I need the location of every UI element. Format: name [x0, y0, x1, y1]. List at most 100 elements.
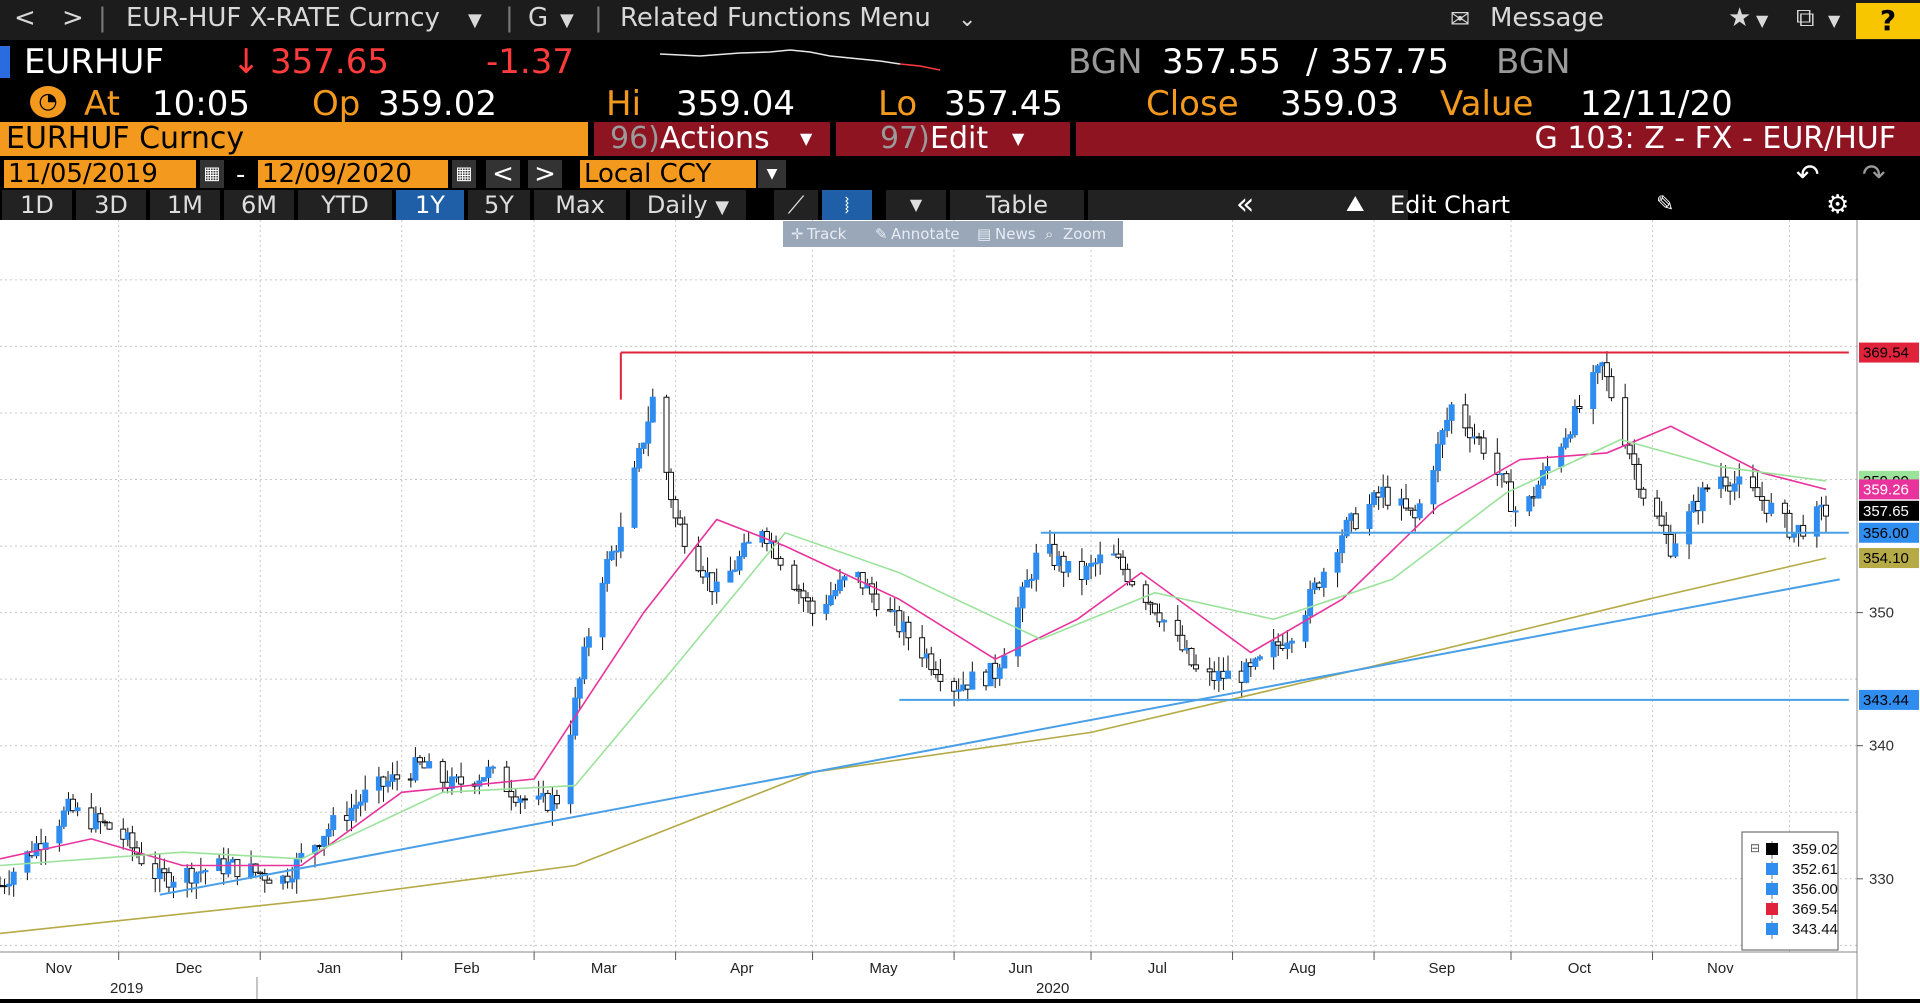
candle-body: [156, 868, 163, 880]
candle-body: [311, 845, 318, 854]
ticker: EURHUF: [24, 42, 165, 82]
collapse-button[interactable]: «: [1236, 187, 1255, 222]
price-tag-box: [1859, 479, 1919, 500]
candle-body: [1275, 641, 1282, 646]
candle-body: [1161, 619, 1168, 623]
candle-body: [951, 680, 958, 692]
candle-body: [257, 871, 264, 875]
table-button[interactable]: Table: [950, 190, 1084, 220]
tab-max[interactable]: Max: [534, 190, 626, 220]
candle-body: [1028, 578, 1035, 581]
edit-menu-button[interactable]: 97) Edit ▼: [836, 122, 1070, 156]
value-date: 12/11/20: [1580, 84, 1733, 124]
pencil-icon[interactable]: ✎: [875, 225, 888, 243]
envelope-icon[interactable]: ✉: [1450, 5, 1471, 33]
candle-body: [490, 766, 497, 769]
crosshair-icon[interactable]: ✛: [791, 225, 804, 243]
candle-body: [1736, 476, 1743, 485]
tab-6m[interactable]: 6M: [224, 190, 294, 220]
candle-body: [1097, 554, 1104, 564]
message-button[interactable]: Message: [1490, 3, 1604, 33]
candle-body: [1088, 563, 1095, 567]
track-button[interactable]: Track: [807, 225, 847, 243]
help-button[interactable]: ?: [1856, 3, 1920, 39]
undo-icon[interactable]: ↶: [1796, 158, 1820, 191]
chart-canvas[interactable]: 330 340 350 Nov Dec Jan Feb Mar Apr May Jun Jul Aug S…: [0, 220, 1920, 999]
chevron-down-icon[interactable]: ▼: [886, 190, 946, 220]
candle-body: [649, 396, 656, 423]
nav-forward-button[interactable]: >: [62, 3, 84, 33]
candle-body: [353, 804, 360, 809]
chevron-down-icon[interactable]: ▼: [758, 160, 786, 188]
next-range-button[interactable]: >: [528, 160, 562, 188]
price-chart[interactable]: 330 340 350 Nov Dec Jan Feb Mar Apr May Jun Jul Aug S…: [0, 220, 1920, 999]
indicator-bar: [0, 46, 10, 78]
tab-5y[interactable]: 5Y: [468, 190, 530, 220]
candle-body: [535, 795, 542, 800]
candle-body: [1343, 519, 1350, 537]
chevron-down-icon[interactable]: ▼: [468, 10, 482, 31]
security-menu[interactable]: EUR-HUF X-RATE Curncy: [126, 3, 440, 33]
candlestick-icon[interactable]: ⧘: [822, 190, 872, 220]
candle-body: [805, 597, 812, 602]
zoom-button[interactable]: Zoom: [1063, 225, 1107, 243]
legend-swatch: [1766, 923, 1778, 935]
previous-range-button[interactable]: <: [486, 160, 520, 188]
tab-1y[interactable]: 1Y: [396, 190, 464, 220]
end-date-field[interactable]: 12/09/2020: [258, 160, 448, 188]
candle-body: [1539, 470, 1546, 486]
nav-back-button[interactable]: <: [14, 3, 36, 33]
related-functions-menu[interactable]: Related Functions Menu: [620, 3, 931, 33]
chevron-down-icon[interactable]: ▼: [1756, 11, 1769, 30]
net-change: -1.37: [486, 42, 574, 82]
currency-select[interactable]: Local CCY: [580, 160, 756, 188]
candle-body: [1754, 487, 1761, 498]
start-date-field[interactable]: 11/05/2019: [4, 160, 196, 188]
calendar-icon[interactable]: ▦: [200, 160, 224, 188]
candle-body: [1462, 404, 1469, 429]
news-icon[interactable]: ▤: [977, 225, 992, 243]
candle-body: [1188, 647, 1195, 666]
candle-body: [1320, 571, 1327, 588]
window-icon[interactable]: ⧉: [1796, 3, 1815, 33]
candle-body: [60, 810, 67, 827]
candle-body: [741, 542, 748, 558]
candle-body: [905, 621, 912, 639]
candle-body: [1535, 484, 1542, 499]
candle-body: [937, 674, 944, 682]
chevron-down-icon[interactable]: ▼: [1828, 11, 1841, 30]
candle-body: [261, 873, 268, 881]
gear-icon[interactable]: ⚙: [1826, 190, 1850, 220]
star-icon[interactable]: ★: [1728, 3, 1752, 33]
tab-1d[interactable]: 1D: [2, 190, 72, 220]
trendline: [159, 578, 1840, 896]
magnifier-icon[interactable]: ⌕: [1045, 225, 1054, 243]
calendar-icon[interactable]: ▦: [452, 160, 476, 188]
security-field[interactable]: EURHUF Curncy: [0, 122, 588, 156]
frequency-select[interactable]: Daily ▼: [630, 190, 746, 220]
candle-body: [289, 878, 296, 883]
candle-body: [416, 757, 423, 763]
tab-ytd[interactable]: YTD: [298, 190, 392, 220]
candle-body: [458, 776, 465, 785]
chevron-down-icon[interactable]: ▼: [560, 10, 574, 31]
pencil-icon[interactable]: ✎: [1656, 192, 1675, 217]
news-button[interactable]: News: [995, 225, 1036, 243]
actions-menu-button[interactable]: 96) Actions ▼: [594, 122, 830, 156]
tab-3d[interactable]: 3D: [76, 190, 146, 220]
quote-line: EURHUF ↓ 357.65 -1.37 BGN 357.55 / 357.7…: [0, 40, 1920, 84]
moving-average-line: [0, 425, 1827, 867]
edit-chart-button[interactable]: Edit Chart: [1390, 191, 1511, 219]
candle-body: [485, 766, 492, 779]
redo-icon[interactable]: ↷: [1862, 158, 1886, 191]
legend-swatch: [1766, 863, 1778, 875]
candle-body: [1567, 434, 1574, 439]
candle-body: [585, 636, 592, 648]
tab-1m[interactable]: 1M: [150, 190, 220, 220]
function-menu[interactable]: G: [528, 3, 549, 33]
annotate-button[interactable]: Annotate: [891, 225, 960, 243]
line-chart-icon[interactable]: ⟋: [774, 190, 818, 220]
double-chevron-down-icon[interactable]: ⌄: [958, 7, 977, 32]
candle-body: [791, 564, 798, 590]
candle-body: [608, 551, 615, 561]
